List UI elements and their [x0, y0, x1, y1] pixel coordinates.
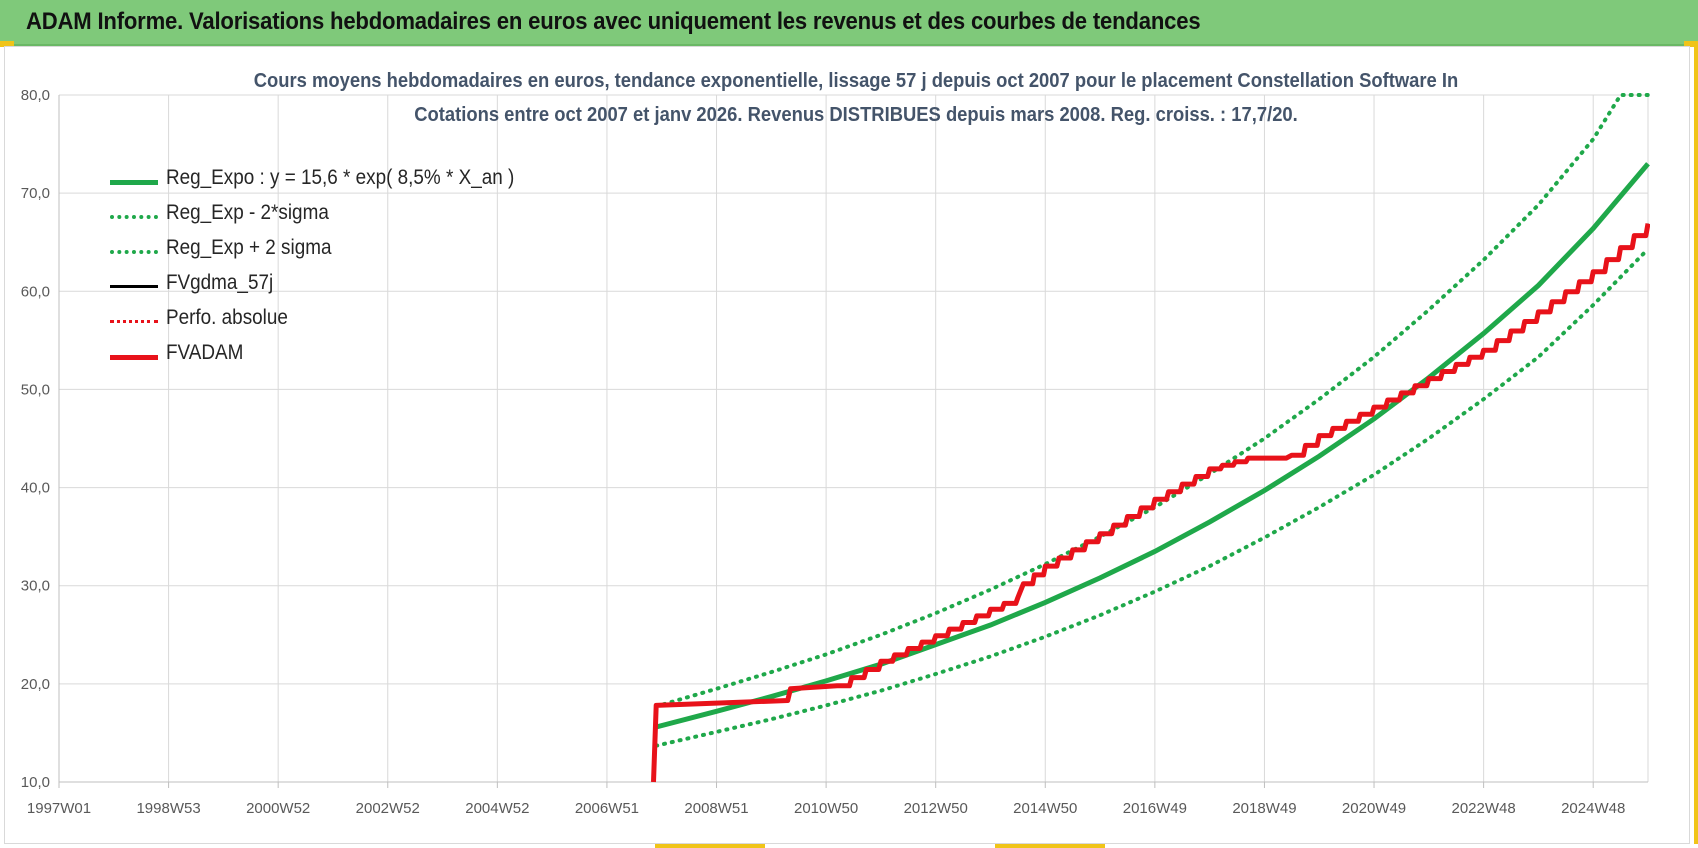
y-tick-label: 60,0: [21, 283, 50, 300]
legend-label: Reg_Exp - 2*sigma: [166, 201, 329, 224]
x-tick-label: 2014W50: [1013, 800, 1077, 817]
legend-label: Reg_Expo : y = 15,6 * exp( 8,5% * X_an ): [166, 166, 515, 189]
legend-swatch: [110, 250, 158, 254]
x-tick-label: 2004W52: [465, 800, 529, 817]
x-tick-label: 1998W53: [136, 800, 200, 817]
bottom-marker-2: [995, 844, 1105, 848]
chart-title-line2: Cotations entre oct 2007 et janv 2026. R…: [414, 104, 1298, 126]
series-line-fvadam: [651, 223, 1650, 783]
series-line-reg-exp-2-sigma: [654, 247, 1650, 748]
x-tick-label: 2022W48: [1452, 800, 1516, 817]
y-tick-label: 30,0: [21, 578, 50, 595]
corner-marker-right: [1684, 41, 1698, 47]
series-line-reg-expo-y-15-6-exp-8-5-x-an: [655, 162, 1650, 730]
legend-swatch: [110, 320, 158, 323]
legend-swatch: [110, 180, 158, 185]
x-tick-label: 2016W49: [1123, 800, 1187, 817]
x-tick-label: 2020W49: [1342, 800, 1406, 817]
legend-swatch: [110, 285, 158, 288]
x-tick-label: 2002W52: [356, 800, 420, 817]
legend-swatch: [110, 355, 158, 360]
legend-label: Reg_Exp + 2 sigma: [166, 236, 332, 259]
y-tick-label: 70,0: [21, 185, 50, 202]
series-line-fvgdma-57j: [652, 223, 1649, 783]
x-tick-label: 2012W50: [904, 800, 968, 817]
y-tick-label: 50,0: [21, 381, 50, 398]
y-tick-label: 80,0: [21, 87, 50, 104]
x-tick-label: 2018W49: [1232, 800, 1296, 817]
x-tick-label: 2024W48: [1561, 800, 1625, 817]
right-edge-marker: [1694, 44, 1698, 844]
x-tick-label: 2010W50: [794, 800, 858, 817]
header-bar: ADAM Informe. Valorisations hebdomadaire…: [0, 0, 1698, 46]
x-tick-label: 2006W51: [575, 800, 639, 817]
bottom-marker-1: [655, 844, 765, 848]
y-tick-label: 40,0: [21, 480, 50, 497]
page-title: ADAM Informe. Valorisations hebdomadaire…: [26, 8, 1201, 35]
chart-title-line1: Cours moyens hebdomadaires en euros, ten…: [253, 70, 1459, 92]
legend-label: Perfo. absolue: [166, 306, 288, 329]
corner-marker-left: [0, 41, 14, 47]
x-tick-label: 2000W52: [246, 800, 310, 817]
x-tick-label: 1997W01: [27, 800, 91, 817]
chart-frame: [4, 46, 1690, 844]
y-tick-label: 10,0: [21, 774, 50, 791]
legend-swatch: [110, 215, 158, 219]
series-line-reg-exp-2-sigma: [654, 93, 1650, 709]
legend-label: FVgdma_57j: [166, 271, 274, 294]
x-tick-label: 2008W51: [684, 800, 748, 817]
y-tick-label: 20,0: [21, 676, 50, 693]
legend-label: FVADAM: [166, 341, 244, 364]
